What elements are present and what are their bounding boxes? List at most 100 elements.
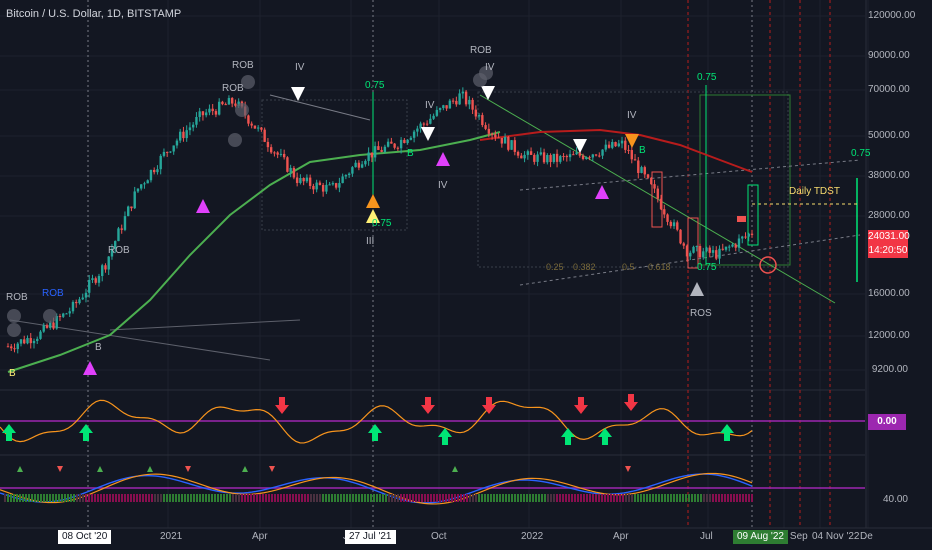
histogram-bar	[667, 494, 669, 502]
price-tick: 12000.00	[868, 330, 910, 341]
candle	[75, 301, 78, 304]
candle	[500, 137, 504, 144]
candle	[49, 322, 52, 328]
candle	[468, 99, 471, 105]
candle	[312, 185, 315, 190]
candle	[351, 167, 354, 174]
candle	[419, 123, 422, 129]
histogram-bar	[424, 494, 426, 502]
candle	[705, 247, 708, 252]
chart-annotation: ROB	[222, 83, 244, 94]
histogram-bar	[280, 494, 282, 502]
candle	[630, 150, 633, 160]
candle	[393, 143, 396, 148]
histogram-bar	[655, 494, 657, 502]
histogram-bar	[448, 494, 450, 502]
candle	[565, 156, 569, 158]
histogram-bar	[214, 494, 216, 502]
histogram-bar	[301, 494, 303, 502]
histogram-bar	[733, 494, 735, 502]
histogram-bar	[235, 494, 237, 502]
histogram-bar	[466, 494, 468, 502]
histogram-bar	[517, 494, 519, 502]
candle	[16, 343, 19, 350]
histogram-bar	[271, 494, 273, 502]
time-tick: Apr	[613, 531, 629, 542]
candle	[438, 108, 442, 110]
candle	[552, 153, 556, 163]
candle	[273, 152, 276, 154]
chart-annotation: ROS	[690, 308, 712, 319]
chart-annotation: B	[639, 145, 646, 156]
candle	[672, 222, 676, 227]
candle	[549, 155, 552, 163]
chart-annotation: IV	[438, 180, 448, 191]
histogram-bar	[145, 494, 147, 502]
time-tick: Jul	[700, 531, 713, 542]
histogram-bar	[427, 494, 429, 502]
sell-marker	[481, 86, 495, 100]
candle	[195, 116, 198, 125]
histogram-bar	[715, 494, 717, 502]
candle	[107, 256, 110, 270]
histogram-bar	[430, 494, 432, 502]
candle	[448, 100, 452, 109]
histogram-bar	[457, 494, 459, 502]
chart-annotation: IV	[485, 62, 495, 73]
histogram-bar	[259, 494, 261, 502]
histogram-bar	[199, 494, 201, 502]
price-tick: 50000.00	[868, 130, 910, 141]
histogram-bar	[46, 494, 48, 502]
histogram-bar	[559, 494, 561, 502]
candle	[149, 169, 153, 181]
histogram-bar	[40, 494, 42, 502]
histogram-bar	[76, 494, 78, 502]
chart-annotation: IV	[295, 62, 305, 73]
signal-triangle	[147, 466, 153, 472]
candle	[198, 111, 201, 117]
candle	[175, 140, 179, 146]
candle	[182, 131, 185, 139]
histogram-bar	[247, 494, 249, 502]
candle	[390, 141, 393, 144]
histogram-bar	[436, 494, 438, 502]
candle	[68, 311, 71, 314]
histogram-bar	[106, 494, 108, 502]
time-tick: 2021	[160, 531, 183, 542]
candle	[227, 98, 231, 105]
candle	[711, 250, 715, 253]
candle	[302, 178, 305, 182]
bubble	[7, 323, 21, 337]
sell-marker	[573, 139, 587, 153]
candle	[256, 127, 260, 129]
histogram-bar	[535, 494, 537, 502]
histogram-bar	[52, 494, 54, 502]
histogram-bar	[73, 494, 75, 502]
histogram-bar	[79, 494, 81, 502]
candle	[484, 125, 487, 129]
histogram-bar	[100, 494, 102, 502]
histogram-bar	[415, 494, 417, 502]
candle	[84, 292, 88, 298]
chart-annotation: 0.75	[372, 218, 392, 229]
chart-annotation: ROB	[470, 45, 492, 56]
histogram-bar	[289, 494, 291, 502]
histogram-bar	[499, 494, 501, 502]
candle	[367, 152, 370, 161]
candle	[643, 167, 646, 175]
bubble	[241, 75, 255, 89]
candle	[503, 136, 507, 144]
candle	[253, 125, 257, 129]
histogram-bar	[631, 494, 633, 502]
histogram-bar	[625, 494, 627, 502]
candle	[26, 338, 29, 344]
candle	[666, 214, 669, 222]
price-tick: 16000.00	[868, 288, 910, 299]
histogram-bar	[163, 494, 165, 502]
candle	[451, 100, 455, 102]
green-moving-average	[7, 131, 501, 373]
candle	[334, 183, 338, 188]
histogram-bar	[355, 494, 357, 502]
candle	[130, 206, 133, 209]
histogram-bar	[175, 494, 177, 502]
